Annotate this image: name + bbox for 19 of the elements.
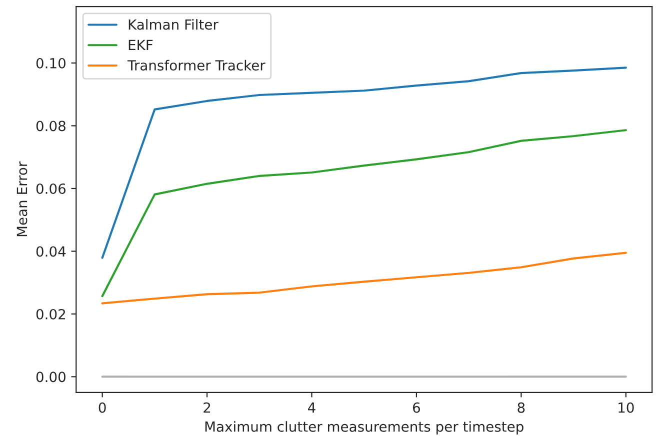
y-tick-label: 0.10: [36, 58, 66, 68]
y-tick-label: 0.02: [36, 308, 66, 320]
y-axis-title: Mean Error: [16, 161, 28, 236]
x-tick-label: 4: [308, 402, 316, 413]
line-series: [101, 129, 627, 298]
line-series: [101, 252, 627, 304]
x-tick-label: 8: [518, 402, 525, 413]
y-tick-label: 0.00: [36, 372, 66, 382]
legend-label: Transformer Tracker: [127, 60, 266, 71]
legend-label: Kalman Filter: [128, 19, 218, 30]
x-tick-label: 6: [413, 402, 420, 413]
x-axis-title: Maximum clutter measurements per timestep: [205, 421, 524, 435]
y-tick-label: 0.08: [36, 120, 66, 132]
x-tick-label: 10: [618, 402, 634, 413]
y-tick-label: 0.04: [36, 246, 66, 257]
legend-label: EKF: [128, 40, 153, 50]
x-tick-label: 2: [204, 402, 210, 413]
y-tick-label: 0.06: [36, 183, 66, 194]
x-tick-label: 0: [98, 402, 106, 413]
